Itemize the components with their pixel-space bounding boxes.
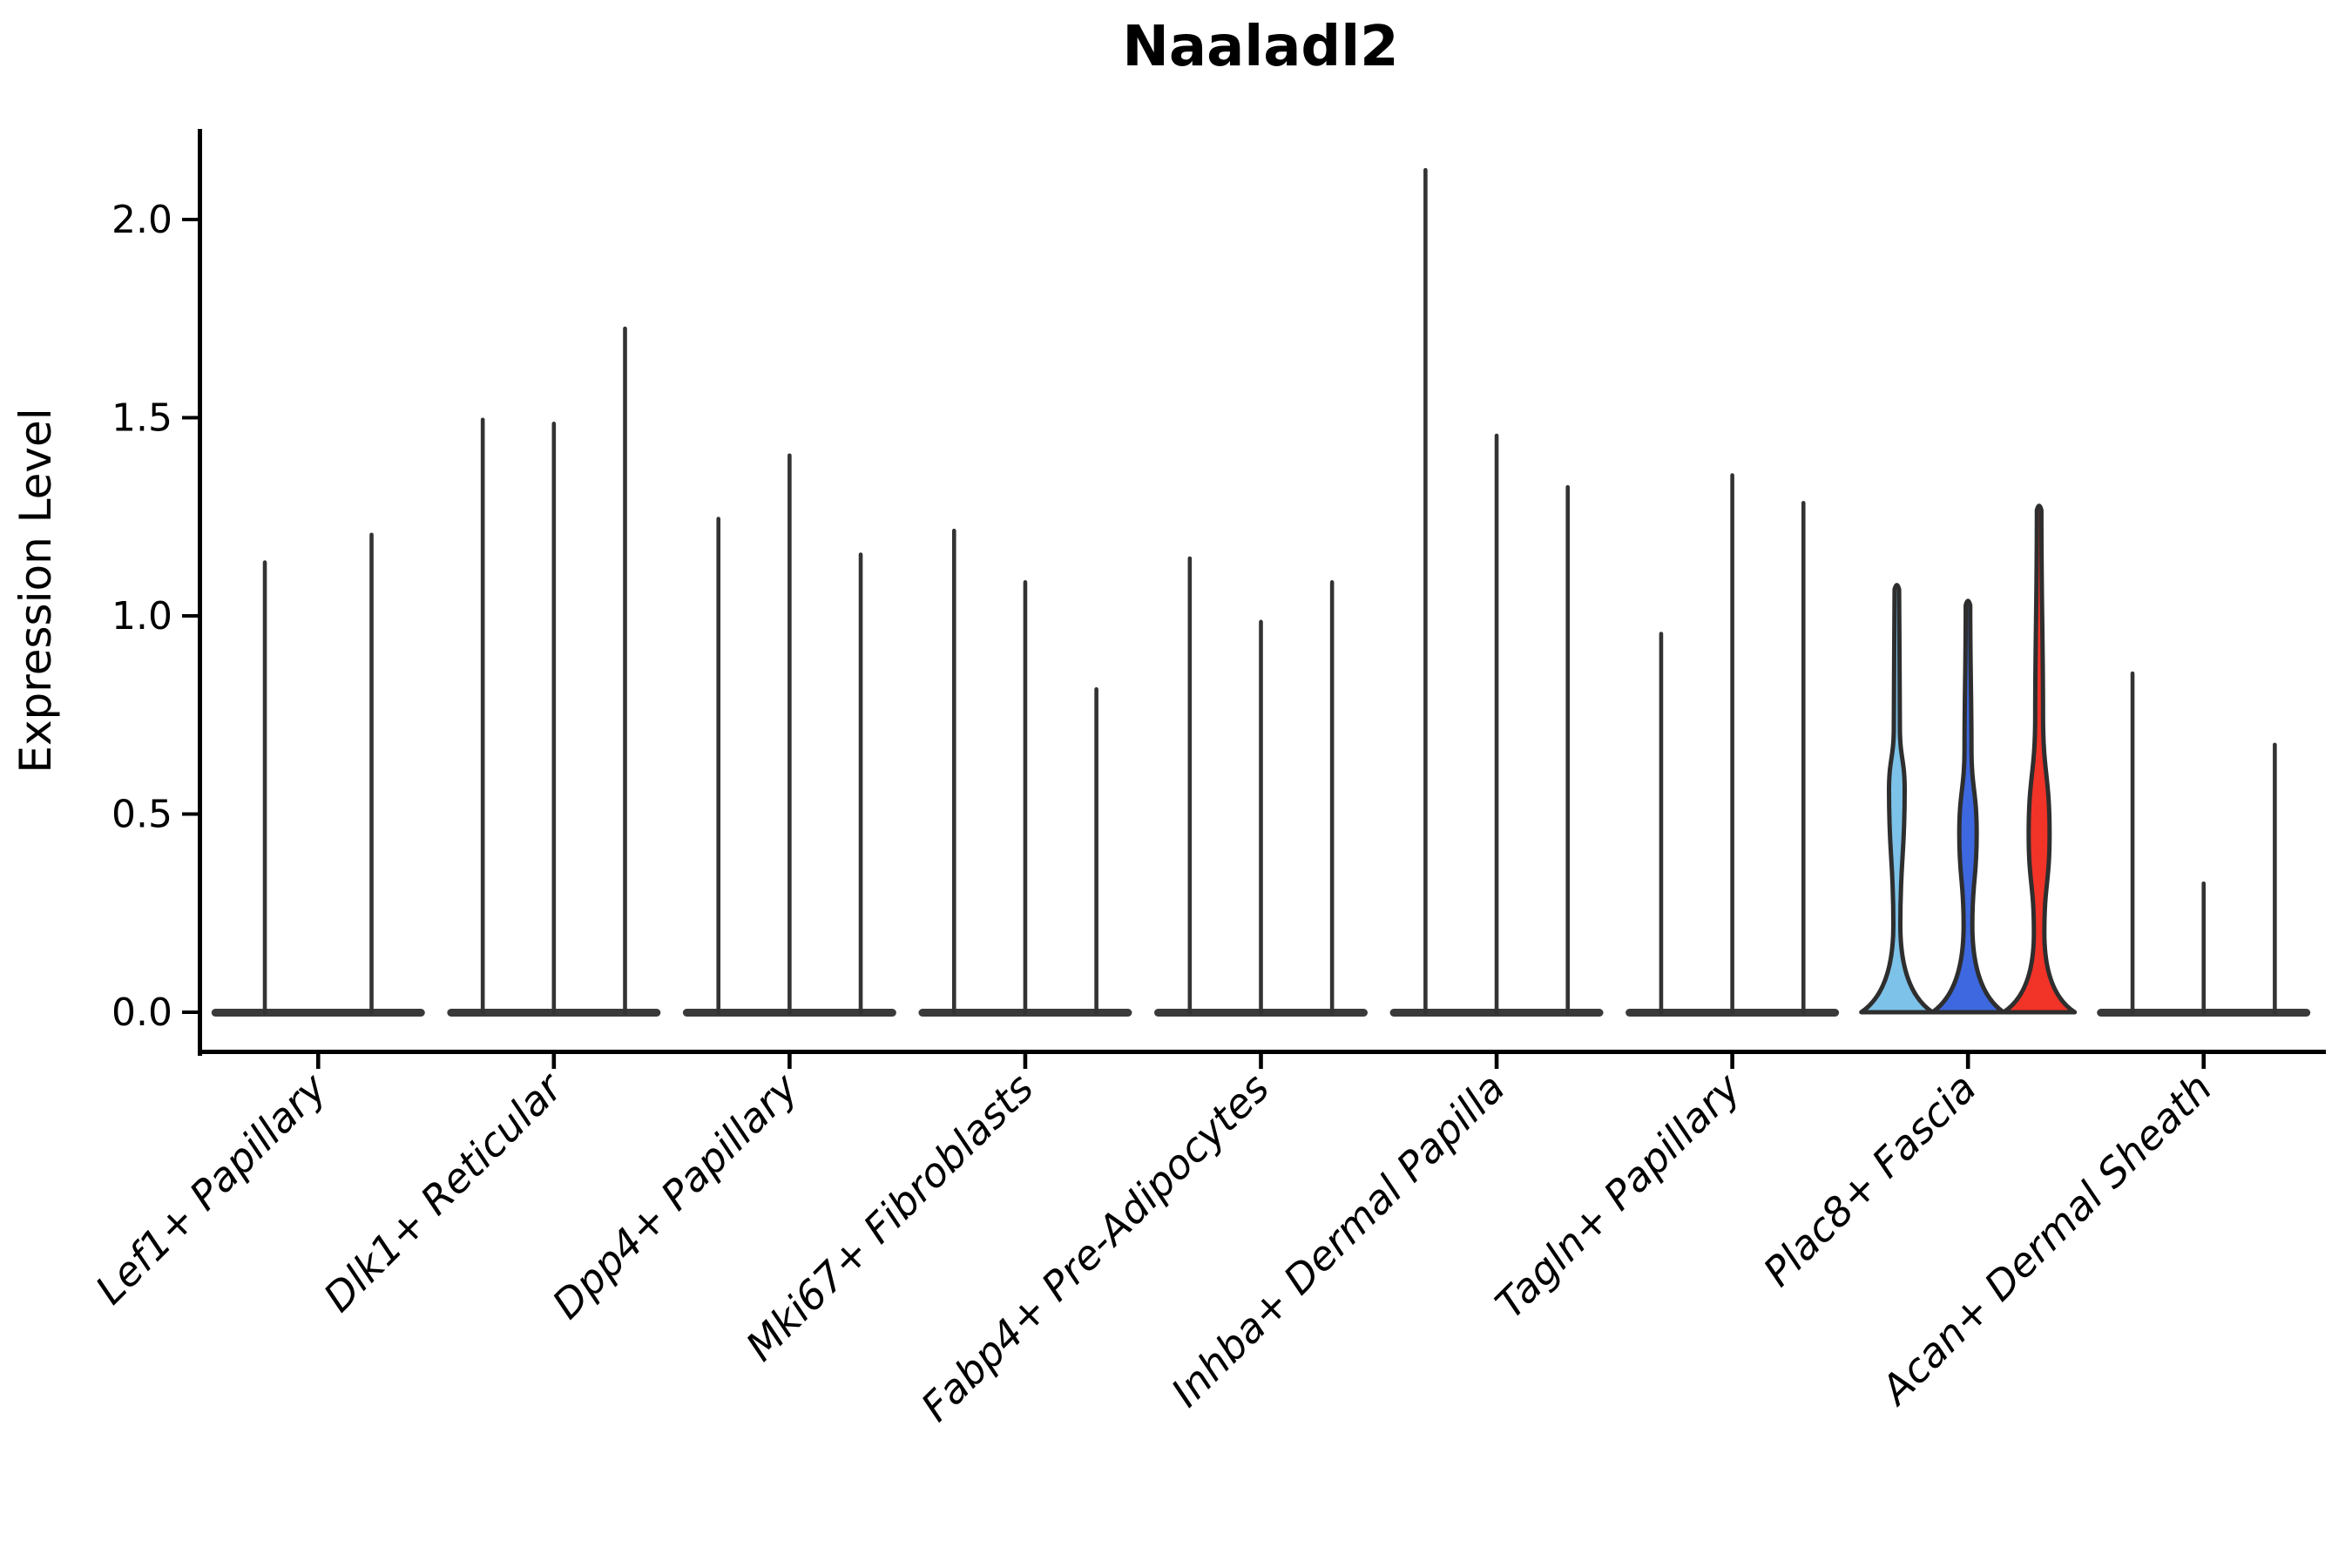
violin-spike xyxy=(1494,433,1499,1015)
violin-spike xyxy=(1659,632,1664,1015)
violin-group xyxy=(1389,167,1604,1017)
x-tick-label: Lef1+ Papillary xyxy=(86,1064,335,1313)
violin-body xyxy=(1930,598,2006,1015)
y-tick-mark xyxy=(182,812,198,816)
violin-spike xyxy=(2130,671,2135,1015)
y-tick-mark xyxy=(182,614,198,618)
y-tick-label: 0.5 xyxy=(112,793,172,837)
y-axis-spine xyxy=(198,129,202,1056)
violin-spike xyxy=(716,517,721,1015)
violin-spike xyxy=(787,453,792,1015)
violin-spike xyxy=(551,422,557,1015)
y-tick-label: 0.0 xyxy=(112,990,172,1035)
violin-layer xyxy=(211,167,2311,1017)
y-axis-label: Expression Level xyxy=(10,408,61,773)
y-tick-mark xyxy=(182,218,198,221)
violin-base-bar xyxy=(211,1009,425,1017)
x-tick-mark xyxy=(1494,1054,1499,1069)
x-tick-mark xyxy=(1259,1054,1263,1069)
x-tick-mark xyxy=(315,1054,321,1069)
violin-body xyxy=(1859,583,1935,1015)
violin-spike xyxy=(1259,619,1263,1015)
violin-group xyxy=(2097,671,2311,1017)
x-tick-mark xyxy=(2201,1054,2207,1069)
axes-layer xyxy=(182,129,2326,1069)
violin-group xyxy=(682,453,896,1017)
violin-group xyxy=(1154,556,1368,1017)
violin-spike xyxy=(1329,580,1335,1015)
violin-spike xyxy=(480,417,485,1015)
y-tick-label: 1.5 xyxy=(112,396,172,441)
violin-spike xyxy=(2273,742,2277,1015)
y-tick-mark xyxy=(182,416,198,420)
violin-spike xyxy=(1423,167,1428,1016)
violin-group xyxy=(211,532,425,1017)
violin-body xyxy=(2001,504,2078,1015)
violin-spike xyxy=(262,560,267,1015)
y-tick-mark xyxy=(182,1010,198,1014)
y-tick-label: 2.0 xyxy=(112,198,172,242)
violin-group xyxy=(447,326,661,1017)
violin-group xyxy=(918,528,1132,1017)
x-tick-label: Plac8+ Fascia xyxy=(1754,1064,1985,1295)
x-tick-mark xyxy=(1023,1054,1028,1069)
plot-title: Naaladl2 xyxy=(1122,15,1398,79)
violin-group xyxy=(1859,504,2078,1015)
violin-spike xyxy=(2201,881,2207,1015)
violin-spike xyxy=(1023,580,1028,1015)
x-axis-spine xyxy=(198,1050,2326,1054)
x-tick-mark xyxy=(1730,1054,1734,1069)
violin-spike xyxy=(1565,484,1571,1015)
violin-group xyxy=(1625,473,1840,1017)
x-tick-label: Dlk1+ Reticular xyxy=(314,1062,573,1321)
y-tick-label: 1.0 xyxy=(112,594,172,639)
x-tick-label: Dpp4+ Papillary xyxy=(543,1064,807,1328)
x-tick-mark xyxy=(551,1054,557,1069)
violin-spike xyxy=(1801,501,1806,1015)
violin-spike xyxy=(1187,556,1193,1015)
violin-spike xyxy=(951,528,956,1015)
violin-spike xyxy=(369,532,374,1015)
x-tick-mark xyxy=(1965,1054,1970,1069)
violin-spike xyxy=(1730,473,1734,1015)
violin-spike xyxy=(1094,686,1098,1015)
violin-spike xyxy=(623,326,627,1016)
x-tick-label: Tagln+ Papillary xyxy=(1486,1064,1750,1328)
violin-spike xyxy=(858,552,863,1015)
x-tick-mark xyxy=(787,1054,792,1069)
